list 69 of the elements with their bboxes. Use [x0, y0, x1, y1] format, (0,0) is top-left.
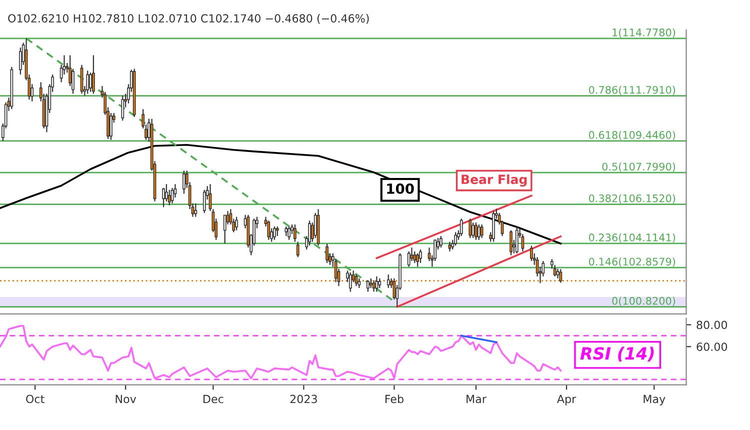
y-tick-label: 80.00 [696, 320, 728, 330]
candlestick [121, 95, 124, 122]
x-tick-label: Nov [116, 394, 136, 404]
x-tick-label: May [644, 394, 666, 406]
candlestick [413, 250, 416, 264]
candlestick [223, 214, 226, 244]
candlestick [273, 226, 276, 240]
annotation: Bear Flag [462, 174, 527, 187]
candlestick [162, 187, 165, 208]
candlestick [472, 222, 475, 239]
candlestick [530, 245, 533, 262]
candlestick [553, 264, 556, 277]
candlestick [454, 232, 457, 246]
candlestick [515, 226, 518, 254]
candlestick [556, 268, 560, 279]
candlestick [89, 72, 92, 92]
candlestick [276, 226, 279, 237]
candlestick [348, 272, 352, 292]
candlestick [284, 226, 288, 237]
candlestick [477, 224, 480, 240]
candlestick [480, 224, 484, 239]
candlestick [92, 54, 95, 94]
candlestick [110, 112, 112, 140]
candlestick [202, 189, 206, 214]
candlestick [407, 250, 410, 268]
candlestick [440, 235, 442, 248]
annotation: 100 [387, 183, 414, 194]
ref-line-label: 1(114.7780) [612, 28, 676, 38]
candlestick [510, 230, 512, 256]
ref-line-label: 0.618(109.4460) [588, 130, 676, 140]
ref-line-label: 0(100.8200) [612, 296, 676, 306]
candlestick [296, 241, 300, 258]
x-tick-label: 2023 [290, 394, 317, 404]
annotation: RSI (14) [580, 346, 654, 362]
candlestick [358, 278, 361, 288]
candlestick [235, 216, 238, 231]
x-tick-label: Apr [556, 394, 576, 406]
candlestick [170, 187, 174, 204]
line-series [0, 324, 562, 380]
candlestick [86, 70, 90, 94]
x-tick-label: Feb [385, 394, 404, 404]
candlestick [416, 252, 420, 268]
candlestick [294, 224, 296, 242]
candlestick [468, 218, 472, 239]
ref-line-label: 0.236(104.1141) [588, 233, 676, 243]
chart-title: O102.6210 H102.7810 L102.0710 C102.1740 −0.4680 (−0.46%) [8, 14, 369, 24]
candlestick [366, 280, 370, 292]
candlestick [19, 47, 22, 76]
x-tick-label: Mar [466, 394, 486, 404]
candlestick [326, 243, 329, 264]
ref-line-label: 0.146(102.8579) [588, 258, 676, 267]
x-tick-label: Dec [204, 394, 224, 404]
candlestick [448, 241, 452, 252]
candlestick [460, 218, 463, 237]
candlestick [378, 278, 382, 288]
candlestick [194, 202, 198, 218]
x-tick-label: Oct [26, 394, 44, 404]
candlestick [165, 184, 168, 202]
candlestick [474, 222, 478, 240]
candlestick [267, 220, 270, 240]
candlestick [288, 226, 291, 240]
candlestick [182, 170, 186, 194]
ref-line-label: 0.5(107.7990) [602, 162, 676, 172]
candlestick [386, 274, 390, 288]
ref-line-label: 0.786(111.7910) [588, 86, 676, 96]
candlestick [419, 248, 422, 264]
y-tick-label: 60.00 [696, 342, 728, 351]
candlestick [308, 220, 311, 246]
ref-line-label: 0.382(106.1520) [588, 194, 676, 204]
